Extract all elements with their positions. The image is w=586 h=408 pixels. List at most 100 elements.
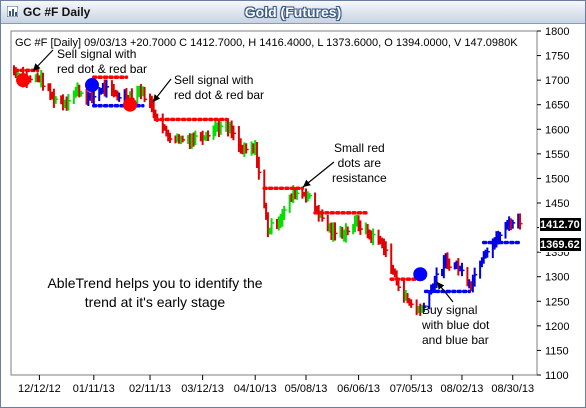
x-tick-label: 12/12/12 bbox=[18, 383, 61, 395]
blue-stop-dot bbox=[447, 289, 452, 294]
red-stop-dot bbox=[224, 117, 228, 122]
red-stop-dot bbox=[121, 75, 125, 79]
red-stop-dot bbox=[300, 186, 305, 191]
red-stop-dot bbox=[264, 186, 268, 191]
blue-stop-dot bbox=[115, 103, 120, 108]
window-title: GC #F Daily bbox=[23, 5, 91, 19]
sell-signal-dot bbox=[123, 97, 138, 112]
blue-stop-dot bbox=[463, 289, 468, 294]
x-tick-label: 08/02/13 bbox=[441, 383, 484, 395]
x-tick-label: 03/12/13 bbox=[181, 383, 224, 395]
x-tick-label: 06/06/13 bbox=[337, 383, 380, 395]
red-stop-dot bbox=[93, 75, 98, 79]
blue-stop-dot bbox=[452, 289, 457, 294]
red-stop-dot bbox=[347, 211, 352, 215]
chart-app-icon bbox=[7, 6, 18, 17]
resistance-note: Small red dots are resistance bbox=[332, 141, 387, 185]
ohlc-info-line: GC #F [Daily] 09/03/13 +20.7000 C 1412.7… bbox=[15, 37, 518, 49]
red-stop-dot bbox=[342, 211, 346, 215]
y-axis: 1100115012001250130013501400145015001550… bbox=[537, 26, 569, 382]
red-stop-dot bbox=[177, 117, 181, 122]
red-stop-dot bbox=[286, 186, 290, 191]
red-stop-dot bbox=[291, 186, 296, 191]
blue-stop-dot bbox=[137, 103, 141, 108]
red-stop-dot bbox=[21, 68, 25, 73]
red-stop-dot bbox=[396, 277, 401, 281]
x-tick-label: 02/11/13 bbox=[129, 383, 171, 395]
blue-stop-dot bbox=[458, 289, 462, 294]
blue-stop-dot bbox=[140, 103, 145, 108]
red-stop-dot bbox=[99, 75, 103, 79]
red-stop-dot bbox=[331, 211, 335, 215]
sell-arrow-1 bbox=[32, 49, 54, 72]
buy-signal-note: Buy signal with blue dot and blue bar bbox=[422, 303, 490, 347]
stop-price-tag: 1369.62 bbox=[539, 237, 582, 252]
red-stop-dot bbox=[353, 211, 357, 215]
red-stop-dot bbox=[220, 117, 225, 122]
last-price-tag: 1412.70 bbox=[539, 217, 582, 232]
red-stop-dot bbox=[364, 211, 368, 215]
blue-stop-dot bbox=[431, 289, 435, 294]
y-tick-label: 1300 bbox=[545, 272, 569, 284]
stop-dots bbox=[14, 68, 520, 294]
buy-signal-dot bbox=[84, 78, 99, 93]
x-tick-label: 01/11/13 bbox=[73, 383, 115, 395]
blue-stop-dot bbox=[489, 240, 493, 245]
red-stop-dot bbox=[124, 75, 129, 79]
x-tick-label: 04/10/13 bbox=[234, 383, 277, 395]
sell-signal-dot bbox=[16, 73, 31, 88]
red-stop-dot bbox=[182, 117, 187, 122]
sell-arrow-2 bbox=[152, 78, 172, 103]
blue-stop-dot bbox=[99, 103, 103, 108]
x-axis: 12/12/12 01/11/13 02/11/13 03/12/13 04/10/13… bbox=[18, 375, 534, 395]
y-tick-label: 1800 bbox=[545, 26, 569, 38]
y-tick-label: 1250 bbox=[545, 296, 569, 308]
chart-title: Gold (Futures) bbox=[244, 4, 342, 20]
blue-stop-dot bbox=[494, 240, 499, 245]
red-stop-dot bbox=[315, 211, 319, 215]
red-stop-dot bbox=[391, 277, 395, 281]
sell-signal-note-1: Sell signal with red dot & red bar bbox=[57, 47, 148, 76]
x-tick-label: 08/30/13 bbox=[491, 383, 534, 395]
red-stop-dot bbox=[280, 186, 285, 191]
blue-stop-dot bbox=[467, 289, 472, 294]
red-stop-dot bbox=[269, 186, 274, 191]
red-stop-dot bbox=[407, 277, 412, 281]
y-tick-label: 1750 bbox=[545, 51, 569, 63]
red-stop-dot bbox=[15, 68, 20, 73]
y-tick-label: 1100 bbox=[545, 370, 569, 382]
blue-stop-dot bbox=[93, 103, 98, 108]
annotation-arrows bbox=[32, 49, 454, 303]
red-stop-dot bbox=[160, 117, 165, 122]
red-stop-dot bbox=[204, 117, 209, 122]
blue-stop-dot bbox=[500, 240, 504, 245]
x-tick-label: 07/05/13 bbox=[390, 383, 433, 395]
red-stop-dot bbox=[155, 117, 160, 122]
red-stop-dot bbox=[110, 75, 114, 79]
red-stop-dot bbox=[325, 211, 330, 215]
red-stop-dot bbox=[215, 117, 219, 122]
red-stop-dot bbox=[275, 186, 279, 191]
y-tick-label: 1650 bbox=[545, 100, 569, 112]
blue-stop-dot bbox=[516, 240, 520, 245]
blue-stop-dot bbox=[483, 240, 488, 245]
blue-stop-dot bbox=[505, 240, 510, 245]
title-bar: GC #F Daily Gold (Futures) bbox=[1, 1, 585, 24]
y-tick-label: 1600 bbox=[545, 124, 569, 136]
y-tick-label: 1700 bbox=[545, 75, 569, 87]
blue-stop-dot bbox=[510, 240, 515, 245]
abletrend-note: AbleTrend helps you to identify the tren… bbox=[47, 275, 263, 310]
sell-signal-note-2: Sell signal with red dot & red bar bbox=[174, 73, 265, 102]
y-tick-label: 1550 bbox=[545, 149, 569, 161]
resistance-arrow bbox=[302, 161, 335, 188]
signal-markers bbox=[16, 73, 428, 282]
blue-stop-dot bbox=[110, 103, 114, 108]
red-stop-dot bbox=[336, 211, 341, 215]
y-tick-label: 1450 bbox=[545, 198, 569, 210]
buy-arrow bbox=[436, 281, 454, 303]
blue-stop-dot bbox=[436, 289, 441, 294]
red-stop-dot bbox=[296, 186, 301, 191]
red-stop-dot bbox=[188, 117, 192, 122]
red-stop-dot bbox=[166, 117, 170, 122]
y-tick-label: 1150 bbox=[545, 345, 569, 357]
